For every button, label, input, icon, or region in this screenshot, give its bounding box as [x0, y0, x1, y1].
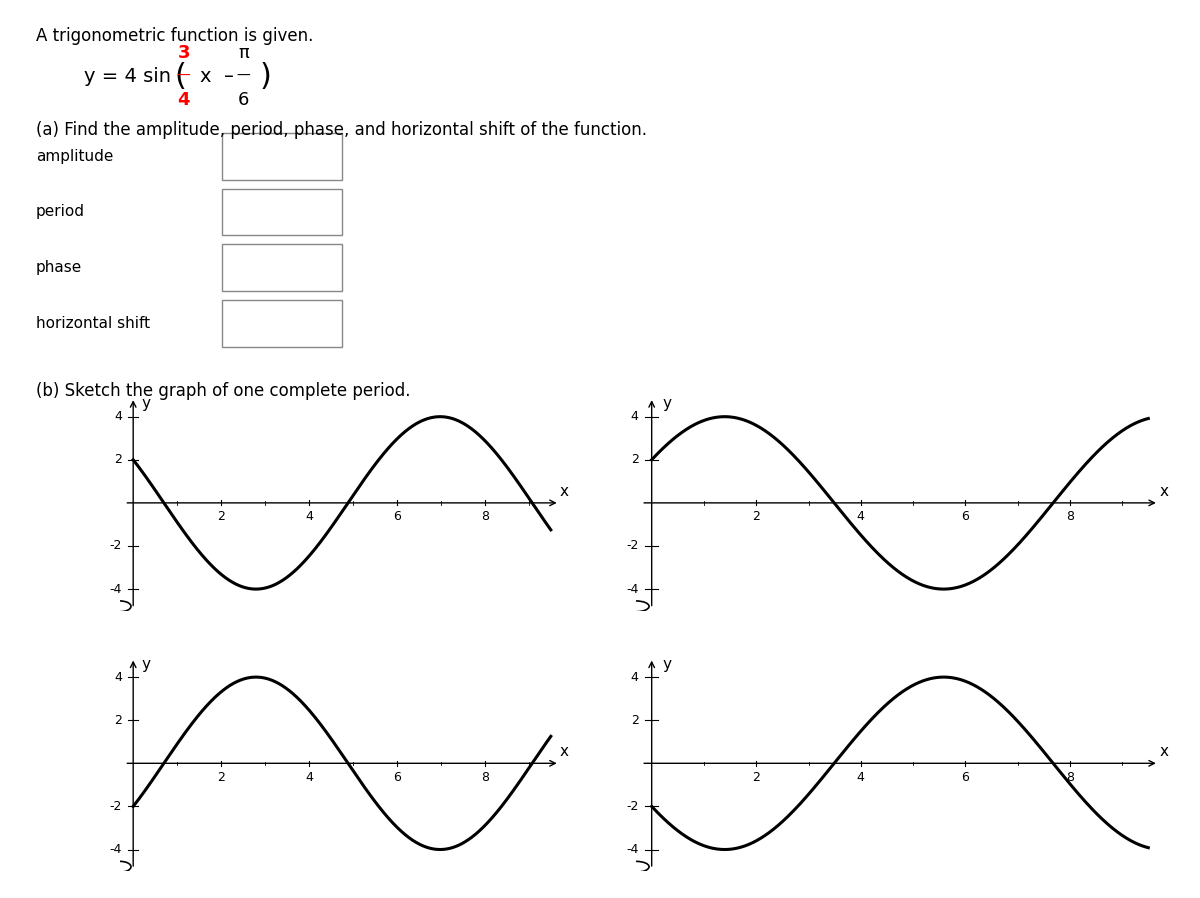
Text: 2: 2 [114, 714, 122, 726]
Text: 6: 6 [394, 770, 401, 784]
Text: 4: 4 [305, 510, 313, 524]
Text: 6: 6 [394, 510, 401, 524]
Text: 4: 4 [178, 91, 190, 109]
Text: y: y [142, 656, 151, 672]
Text: 6: 6 [961, 510, 970, 524]
Text: amplitude: amplitude [36, 149, 113, 163]
Text: 2: 2 [217, 510, 226, 524]
Text: —: — [236, 69, 251, 84]
Text: —: — [176, 69, 191, 84]
Text: horizontal shift: horizontal shift [36, 316, 150, 330]
Text: -2: -2 [110, 540, 122, 552]
Text: A trigonometric function is given.: A trigonometric function is given. [36, 27, 313, 45]
Text: 4: 4 [305, 770, 313, 784]
Text: 4: 4 [631, 410, 638, 423]
Text: 2: 2 [631, 453, 638, 466]
Text: y: y [662, 656, 671, 672]
Text: (: ( [174, 62, 186, 91]
Text: -2: -2 [626, 800, 638, 813]
Text: 2: 2 [114, 453, 122, 466]
Text: y: y [142, 396, 151, 411]
Text: y: y [662, 396, 671, 411]
Text: x: x [1159, 744, 1169, 759]
Text: -4: -4 [110, 583, 122, 595]
Text: 4: 4 [857, 770, 865, 784]
Text: 6: 6 [961, 770, 970, 784]
Text: 3: 3 [178, 44, 190, 62]
Text: (a) Find the amplitude, period, phase, and horizontal shift of the function.: (a) Find the amplitude, period, phase, a… [36, 121, 647, 139]
Text: -4: -4 [626, 583, 638, 595]
Text: 8: 8 [1066, 510, 1074, 524]
Text: 4: 4 [114, 671, 122, 683]
Text: ): ) [259, 62, 271, 91]
Text: -4: -4 [626, 843, 638, 856]
Text: x  –: x – [200, 66, 234, 86]
Text: x: x [559, 483, 569, 498]
Text: 4: 4 [631, 671, 638, 683]
Text: 2: 2 [752, 770, 760, 784]
Text: period: period [36, 205, 85, 219]
Text: π: π [239, 44, 248, 62]
Text: (b) Sketch the graph of one complete period.: (b) Sketch the graph of one complete per… [36, 382, 410, 400]
Text: 2: 2 [631, 714, 638, 726]
Text: x: x [1159, 483, 1169, 498]
Text: 2: 2 [752, 510, 760, 524]
Text: 4: 4 [114, 410, 122, 423]
Text: -2: -2 [626, 540, 638, 552]
Text: -2: -2 [110, 800, 122, 813]
Text: -4: -4 [110, 843, 122, 856]
Text: 2: 2 [217, 770, 226, 784]
Text: 8: 8 [1066, 770, 1074, 784]
Text: x: x [559, 744, 569, 759]
Text: 8: 8 [481, 770, 488, 784]
Text: 4: 4 [857, 510, 865, 524]
Text: 6: 6 [238, 91, 250, 109]
Text: 8: 8 [481, 510, 488, 524]
Text: y = 4 sin: y = 4 sin [84, 66, 172, 86]
Text: phase: phase [36, 260, 83, 275]
